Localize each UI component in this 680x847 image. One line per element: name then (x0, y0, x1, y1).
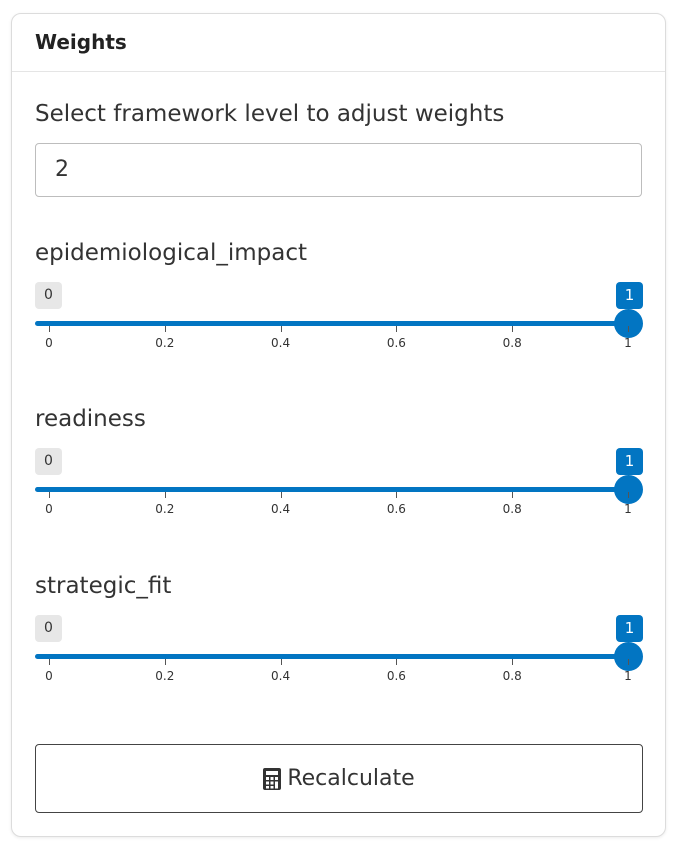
slider-label: readiness (35, 406, 146, 432)
slider-tick-label: 0.6 (386, 669, 406, 683)
slider-tick (164, 492, 166, 498)
slider-tick-label: 0.4 (271, 502, 291, 516)
recalculate-button[interactable]: Recalculate (35, 744, 643, 813)
slider-min-badge: 0 (35, 615, 62, 642)
weights-card: Weights Select framework level to adjust… (11, 13, 666, 837)
slider-min-badge: 0 (35, 282, 62, 309)
framework-level-value: 2 (55, 157, 69, 182)
slider-tick (512, 326, 514, 332)
slider-tick (49, 659, 50, 665)
slider-label: epidemiological_impact (35, 240, 307, 266)
slider-tick-label: 0 (45, 502, 53, 516)
card-header: Weights (12, 14, 665, 72)
slider-tick-label: 0.8 (502, 502, 522, 516)
slider-tick-label: 0.4 (271, 336, 291, 350)
recalculate-label: Recalculate (287, 766, 415, 791)
slider-tick (628, 492, 629, 498)
slider-tick (280, 492, 282, 498)
slider-tick (280, 659, 282, 665)
slider-tick-label: 0.2 (155, 502, 175, 516)
slider-max-badge: 1 (616, 448, 643, 475)
slider-tick-label: 0.2 (155, 669, 175, 683)
slider-tick (396, 492, 398, 498)
slider-label: strategic_fit (35, 573, 172, 599)
slider-max-badge: 1 (616, 615, 643, 642)
slider-tick (49, 326, 50, 332)
slider-tick (512, 492, 514, 498)
slider-tick-label: 0.8 (502, 669, 522, 683)
slider-tick (280, 326, 282, 332)
slider-handle[interactable] (614, 309, 643, 338)
slider-tick (396, 326, 398, 332)
slider-tick-label: 0.2 (155, 336, 175, 350)
slider-strategic-fit: strategic_fit 0 1 0 0.2 0.4 0.6 0.8 1 (35, 573, 644, 703)
framework-level-select[interactable]: 2 (35, 143, 642, 197)
slider-readiness: readiness 0 1 0 0.2 0.4 0.6 0.8 1 (35, 406, 644, 536)
slider-track[interactable] (35, 487, 628, 492)
slider-tick (628, 326, 629, 332)
slider-tick (164, 659, 166, 665)
slider-tick-label: 0.8 (502, 336, 522, 350)
slider-track[interactable] (35, 321, 628, 326)
slider-tick (628, 659, 629, 665)
slider-tick (49, 492, 50, 498)
slider-tick (512, 659, 514, 665)
slider-max-badge: 1 (616, 282, 643, 309)
slider-epidemiological-impact: epidemiological_impact 0 1 0 0.2 0.4 0.6 0.8… (35, 240, 644, 370)
slider-track[interactable] (35, 654, 628, 659)
slider-handle[interactable] (614, 642, 643, 671)
slider-tick-label: 0.6 (386, 502, 406, 516)
slider-tick-label: 0 (45, 669, 53, 683)
framework-level-label: Select framework level to adjust weights (35, 101, 505, 127)
slider-min-badge: 0 (35, 448, 62, 475)
slider-tick-label: 0.4 (271, 669, 291, 683)
slider-tick-label: 1 (624, 336, 632, 350)
slider-tick (164, 326, 166, 332)
slider-tick-label: 0 (45, 336, 53, 350)
slider-tick (396, 659, 398, 665)
card-title: Weights (35, 30, 127, 54)
slider-tick-label: 1 (624, 502, 632, 516)
slider-tick-label: 1 (624, 669, 632, 683)
calculator-icon (263, 767, 282, 790)
slider-tick-label: 0.6 (386, 336, 406, 350)
slider-handle[interactable] (614, 475, 643, 504)
